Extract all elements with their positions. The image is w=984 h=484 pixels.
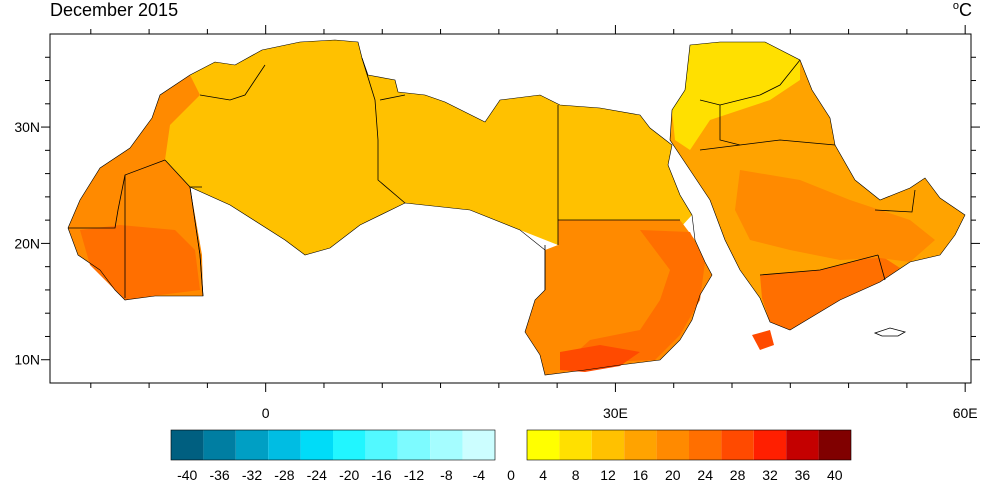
colorbar-swatch [235, 430, 269, 460]
map-title: December 2015 [50, 0, 179, 20]
colorbar-label: 32 [762, 467, 778, 483]
colorbar-label: 8 [572, 467, 580, 483]
colorbar-swatch [268, 430, 301, 460]
colorbar-swatch [559, 430, 592, 460]
colorbar-label: 0 [507, 467, 515, 483]
degree-symbol: o [952, 0, 959, 12]
coastlines [67, 39, 966, 376]
sudan-hot-area [570, 230, 705, 362]
land-layer [68, 40, 965, 375]
colorbar-swatch [721, 430, 754, 460]
colorbar-swatch [818, 430, 851, 460]
colorbar-swatch [397, 430, 431, 460]
x-axis-labels: 0 30E 60E [262, 405, 978, 421]
colorbar-label: -28 [274, 467, 294, 483]
colorbar-swatch [786, 430, 819, 460]
colorbar-label: -12 [404, 467, 424, 483]
y-tick-label: 10N [14, 352, 40, 368]
colorbar-label: -20 [339, 467, 359, 483]
y-axis-labels: 30N 20N 10N [14, 119, 40, 368]
unit-letter: C [959, 0, 972, 20]
colorbar-swatch [430, 430, 463, 460]
colorbar-swatch [203, 430, 236, 460]
levant-cool-area [672, 42, 800, 150]
colorbar-swatch [656, 430, 689, 460]
colorbar-swatch [689, 430, 722, 460]
colorbar-label: 4 [539, 467, 547, 483]
mauritania-hot-area [80, 225, 200, 300]
colorbar [170, 429, 852, 461]
east-arabia-hot-area [735, 170, 935, 262]
yemen-hot-area [760, 255, 900, 330]
colorbar-label: 16 [633, 467, 649, 483]
colorbar-outline-negative [170, 429, 496, 461]
colorbar-swatch [591, 430, 625, 460]
colorbar-label: -4 [473, 467, 486, 483]
colorbar-swatch [300, 430, 333, 460]
x-tick-label: 60E [953, 405, 978, 421]
colorbar-label: -32 [242, 467, 262, 483]
colorbar-swatch [462, 430, 495, 460]
colorbar-swatch [527, 430, 560, 460]
colorbar-swatch [333, 430, 366, 460]
colorbar-labels: -40 -36 -32 -28 -24 -20 -16 -12 -8 -4 0 4 8 12 16 20 24 2… [177, 467, 843, 483]
axis-ticks [41, 25, 980, 392]
colorbar-label: 12 [600, 467, 616, 483]
units-label: oC [953, 0, 972, 21]
colorbar-swatch [365, 430, 398, 460]
colorbar-label: -40 [177, 467, 197, 483]
colorbar-label: 24 [697, 467, 713, 483]
y-tick-label: 30N [14, 119, 40, 135]
x-tick-label: 30E [603, 405, 628, 421]
colorbar-outline-positive [526, 429, 852, 461]
y-tick-label: 20N [14, 235, 40, 251]
north-africa-region [68, 40, 692, 255]
x-tick-label: 0 [262, 405, 270, 421]
colorbar-swatch [753, 430, 787, 460]
colorbar-label: 36 [795, 467, 811, 483]
colorbar-swatch [624, 430, 657, 460]
socotra-island [873, 327, 907, 337]
colorbar-label: -36 [209, 467, 229, 483]
map-frame [49, 33, 972, 384]
colorbar-label: -16 [371, 467, 391, 483]
colorbar-label: 20 [665, 467, 681, 483]
colorbar-label: -8 [440, 467, 453, 483]
colorbar-label: 40 [827, 467, 843, 483]
colorbar-swatch [171, 430, 204, 460]
colorbar-label: 28 [730, 467, 746, 483]
colorbar-label: -24 [307, 467, 327, 483]
djibouti-region [752, 330, 774, 350]
